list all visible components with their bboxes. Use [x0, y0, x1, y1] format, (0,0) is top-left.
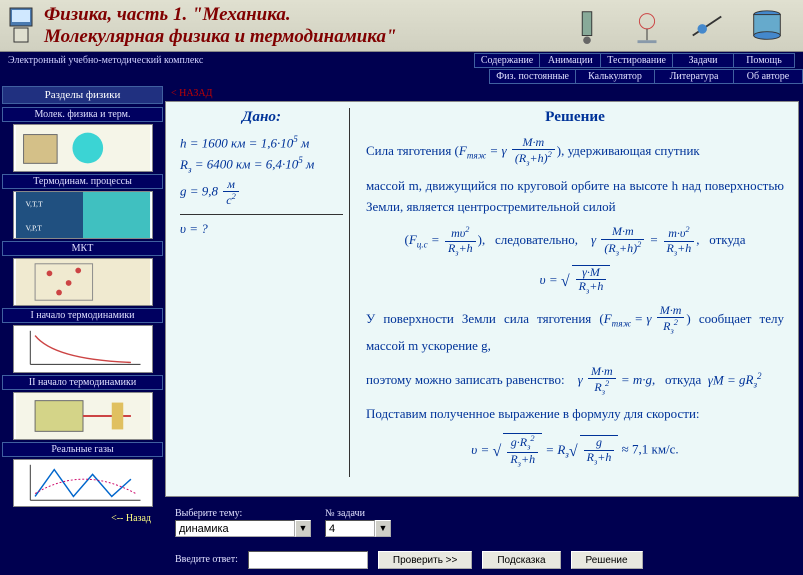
thumb-3[interactable] — [13, 325, 153, 373]
nav-help[interactable]: Помощь — [733, 53, 795, 68]
nav-about[interactable]: Об авторе — [733, 69, 803, 84]
title-line2: Молекулярная физика и термодинамика" — [44, 26, 397, 48]
answer-label: Введите ответ: — [175, 554, 238, 565]
subheader: Электронный учебно-методический комплекс… — [0, 52, 803, 69]
app-header: Физика, часть 1. "Механика. Молекулярная… — [0, 0, 803, 52]
problem-layout: Дано: h = 1600 км = 1,6·105 м Rз = 6400 … — [180, 108, 784, 477]
action-row: Введите ответ: Проверить >> Подсказка Ре… — [175, 551, 793, 569]
topic-combo[interactable]: ▼ — [175, 520, 311, 537]
topic-label: Выберите тему: — [175, 508, 311, 519]
solution-title: Решение — [366, 108, 784, 126]
sidebar-title: Разделы физики — [2, 86, 163, 104]
nav-row-2: Физ. постоянные Калькулятор Литература О… — [0, 69, 803, 84]
sidebar-section-2[interactable]: МКТ — [2, 241, 163, 256]
sidebar-section-1[interactable]: Термодинам. процессы — [2, 174, 163, 189]
given-g: g = 9,8 мс2 — [180, 178, 343, 207]
t1a: Сила тяготения ( — [366, 143, 459, 158]
thumb-4[interactable] — [13, 392, 153, 440]
t3a: следовательно, — [495, 232, 578, 247]
nav-calculator[interactable]: Калькулятор — [575, 69, 655, 84]
result-text: ≈ 7,1 км/с. — [622, 442, 679, 457]
dropdown-icon[interactable]: ▼ — [295, 520, 311, 537]
sidebar-back[interactable]: <-- Назад — [2, 509, 163, 524]
num-combo[interactable]: ▼ — [325, 520, 391, 537]
formula-2: υ = γ·MRз+h — [366, 265, 784, 296]
nav-animations[interactable]: Анимации — [539, 53, 601, 68]
formula-1: (Fц.с = mυ2Rз+h), следовательно, γ M·m(R… — [366, 225, 784, 257]
sol-p1: Сила тяготения (Fтяж = γ M·m(Rз+h)2), уд… — [366, 136, 784, 168]
main-area: Разделы физики Молек. физика и терм. Тер… — [0, 84, 803, 502]
nav-contents[interactable]: Содержание — [474, 53, 540, 68]
sidebar-section-0[interactable]: Молек. физика и терм. — [2, 107, 163, 122]
thumb-5[interactable] — [13, 459, 153, 507]
nav-row-1: Содержание Анимации Тестирование Задачи … — [475, 53, 795, 68]
t4a: У поверхности Земли сила тяготения ( — [366, 311, 604, 326]
thumb-0[interactable] — [13, 124, 153, 172]
header-illustrations — [397, 7, 798, 45]
num-label: № задачи — [325, 508, 391, 519]
given-divider — [180, 214, 343, 215]
thumb-2[interactable] — [13, 258, 153, 306]
content-panel: Дано: h = 1600 км = 1,6·105 м Rз = 6400 … — [165, 101, 799, 497]
num-group: № задачи ▼ — [325, 508, 391, 537]
given-column: Дано: h = 1600 км = 1,6·105 м Rз = 6400 … — [180, 108, 350, 477]
check-button[interactable]: Проверить >> — [378, 551, 472, 569]
svg-text:V,P,T: V,P,T — [25, 223, 42, 232]
sidebar-section-4[interactable]: II начало термодинамики — [2, 375, 163, 390]
selector-row: Выберите тему: ▼ № задачи ▼ — [175, 508, 793, 537]
formula-3: υ = g·Rз2Rз+h = RзgRз+h ≈ 7,1 км/с. — [366, 433, 784, 468]
hint-button[interactable]: Подсказка — [482, 551, 560, 569]
thumb-1[interactable]: V,T,T V,P,T — [13, 191, 153, 239]
nav-constants[interactable]: Физ. постоянные — [489, 69, 576, 84]
given-find: υ = ? — [180, 221, 343, 237]
sidebar-section-3[interactable]: I начало термодинамики — [2, 308, 163, 323]
nav-tasks[interactable]: Задачи — [672, 53, 734, 68]
app-icon — [6, 6, 36, 46]
nav-literature[interactable]: Литература — [654, 69, 734, 84]
subtitle-text: Электронный учебно-методический комплекс — [8, 55, 203, 66]
solution-button[interactable]: Решение — [571, 551, 643, 569]
sol-p3: У поверхности Земли сила тяготения (Fтяж… — [366, 304, 784, 357]
svg-text:V,T,T: V,T,T — [25, 199, 42, 208]
sidebar-section-5[interactable]: Реальные газы — [2, 442, 163, 457]
given-title: Дано: — [180, 108, 343, 126]
given-h: h = 1600 км = 1,6·105 м — [180, 134, 343, 151]
topic-input[interactable] — [175, 520, 295, 537]
nav-testing[interactable]: Тестирование — [600, 53, 673, 68]
page-title: Физика, часть 1. "Механика. Молекулярная… — [44, 4, 397, 48]
topic-group: Выберите тему: ▼ — [175, 508, 311, 537]
t3b: откуда — [709, 232, 745, 247]
title-line1: Физика, часть 1. "Механика. — [44, 4, 397, 26]
content-area: < НАЗАД Дано: h = 1600 км = 1,6·105 м Rз… — [165, 84, 803, 502]
t5: поэтому можно записать равенство: — [366, 372, 565, 387]
answer-input[interactable] — [248, 551, 368, 569]
back-button[interactable]: < НАЗАД — [165, 88, 799, 101]
solution-column: Решение Сила тяготения (Fтяж = γ M·m(Rз+… — [350, 108, 784, 477]
num-input[interactable] — [325, 520, 375, 537]
t1b: ), удерживающая спутник — [557, 143, 700, 158]
sol-p5: Подставим полученное выражение в формулу… — [366, 404, 784, 425]
dropdown-icon[interactable]: ▼ — [375, 520, 391, 537]
sol-p2: массой m, движущийся по круговой орбите … — [366, 176, 784, 218]
sol-p4: поэтому можно записать равенство: γ M·mR… — [366, 365, 784, 397]
given-r: Rз = 6400 км = 6,4·105 м — [180, 155, 343, 174]
t5b: откуда — [665, 372, 701, 387]
sidebar: Разделы физики Молек. физика и терм. Тер… — [0, 84, 165, 502]
